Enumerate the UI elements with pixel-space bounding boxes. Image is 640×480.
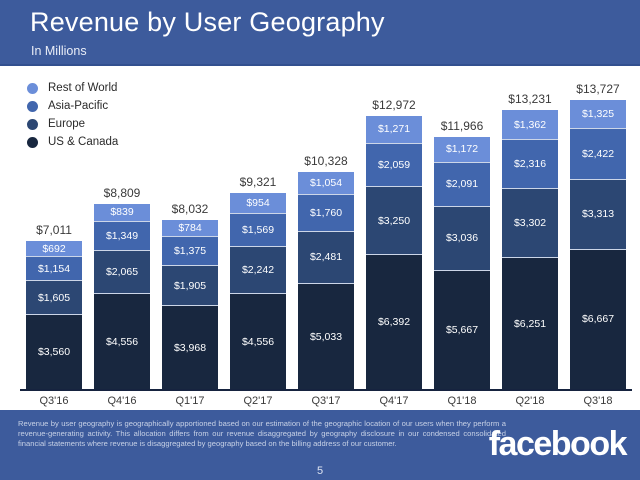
bar-segment-rest-of-world: $1,325 <box>570 100 626 128</box>
stacked-bar: $1,271 $2,059 $3,250 $6,392 <box>366 115 422 389</box>
stacked-bar: $784 $1,375 $1,905 $3,968 <box>162 219 218 389</box>
bar-column-q218: $13,231 $1,362 $2,316 $3,302 $6,251 <box>496 92 564 389</box>
bar-segment-rest-of-world: $692 <box>26 241 82 256</box>
x-axis-tick-label: Q2'18 <box>515 395 545 407</box>
bar-segment-asia-pacific: $1,569 <box>230 212 286 246</box>
bar-column-q417: $12,972 $1,271 $2,059 $3,250 $6,392 <box>360 98 428 389</box>
bar-segment-europe: $2,065 <box>94 249 150 294</box>
bar-column-q217: $9,321 $954 $1,569 $2,242 $4,556 <box>224 175 292 389</box>
stacked-bar: $839 $1,349 $2,065 $4,556 <box>94 203 150 389</box>
bar-segment-asia-pacific: $1,154 <box>26 255 82 281</box>
bar-total-label: $10,328 <box>304 153 348 168</box>
page-number: 5 <box>316 465 324 477</box>
legend-label: US & Canada <box>48 136 119 148</box>
bar-segment-rest-of-world: $839 <box>94 203 150 222</box>
legend-label: Rest of World <box>48 82 118 94</box>
bar-segment-asia-pacific: $2,316 <box>502 139 558 188</box>
legend-dot-icon <box>27 82 38 94</box>
stacked-bar: $692 $1,154 $1,605 $3,560 <box>26 241 82 389</box>
legend-label: Europe <box>48 118 86 130</box>
bar-segment-rest-of-world: $1,362 <box>502 110 558 140</box>
stacked-bar: $1,362 $2,316 $3,302 $6,251 <box>502 110 558 389</box>
bar-total-label: $9,321 <box>239 174 277 189</box>
bar-segment-us---canada: $6,251 <box>502 257 558 389</box>
bar-column-q317: $10,328 $1,054 $1,760 $2,481 $5,033 <box>292 154 360 389</box>
header-banner: Revenue by User Geography In Millions <box>0 0 640 66</box>
bar-segment-asia-pacific: $2,091 <box>434 161 490 206</box>
legend-dot-icon <box>27 100 38 112</box>
legend-label: Asia-Pacific <box>48 100 109 112</box>
x-axis-tick-label: Q3'16 <box>39 395 69 407</box>
bar-column-q117: $8,032 $784 $1,375 $1,905 $3,968 <box>156 202 224 389</box>
bar-segment-asia-pacific: $2,059 <box>366 142 422 187</box>
bar-column-q316: $7,011 $692 $1,154 $1,605 $3,560 <box>20 223 88 389</box>
legend-item: Rest of World <box>27 79 118 97</box>
x-axis-tick-label: Q1'18 <box>447 395 477 407</box>
stacked-bar-chart: $7,011 $692 $1,154 $1,605 $3,560 $8,809 $839 $1… <box>20 82 632 389</box>
bar-column-q416: $8,809 $839 $1,349 $2,065 $4,556 <box>88 186 156 389</box>
bar-segment-europe: $2,481 <box>298 230 354 284</box>
legend-dot-icon <box>27 118 38 130</box>
bar-total-label: $8,032 <box>171 201 209 216</box>
x-axis-line <box>20 389 632 391</box>
bar-total-label: $13,727 <box>576 82 620 97</box>
page-title: Revenue by User Geography <box>30 7 385 37</box>
bar-segment-asia-pacific: $1,349 <box>94 221 150 250</box>
bar-segment-europe: $3,313 <box>570 178 626 249</box>
bar-segment-us---canada: $5,033 <box>298 283 354 389</box>
x-axis-labels: Q3'16 Q4'16 Q1'17 Q2'17 Q3'17 Q4'17 Q1'18 Q2'18… <box>20 395 632 407</box>
bar-segment-rest-of-world: $784 <box>162 219 218 237</box>
bar-segment-europe: $3,036 <box>434 205 490 270</box>
bar-segment-us---canada: $6,667 <box>570 248 626 389</box>
stacked-bar: $1,172 $2,091 $3,036 $5,667 <box>434 137 490 389</box>
bar-total-label: $13,231 <box>508 92 552 107</box>
bar-segment-europe: $3,302 <box>502 187 558 258</box>
bar-segment-europe: $2,242 <box>230 245 286 294</box>
bar-segment-rest-of-world: $1,054 <box>298 171 354 194</box>
x-axis-tick-label: Q4'17 <box>379 395 409 407</box>
page-subtitle: In Millions <box>31 44 87 58</box>
bar-total-label: $8,809 <box>103 185 141 200</box>
footnote-text: Revenue by user geography is geographica… <box>18 419 506 448</box>
bar-column-q118: $11,966 $1,172 $2,091 $3,036 $5,667 <box>428 119 496 389</box>
stacked-bar: $1,054 $1,760 $2,481 $5,033 <box>298 171 354 389</box>
x-axis-tick-label: Q4'16 <box>107 395 137 407</box>
bar-segment-europe: $1,905 <box>162 265 218 306</box>
bar-segment-rest-of-world: $1,172 <box>434 137 490 162</box>
x-axis-tick-label: Q1'17 <box>175 395 205 407</box>
legend-item: Asia-Pacific <box>27 97 118 115</box>
legend-dot-icon <box>27 136 38 148</box>
chart-legend: Rest of World Asia-Pacific Europe US & Cana… <box>27 79 118 151</box>
bar-total-label: $12,972 <box>372 97 416 112</box>
bar-segment-us---canada: $3,560 <box>26 314 82 389</box>
bar-segment-asia-pacific: $1,760 <box>298 193 354 231</box>
bar-segment-rest-of-world: $1,271 <box>366 115 422 143</box>
facebook-logo: facebook <box>488 425 628 463</box>
footer-banner: Revenue by user geography is geographica… <box>0 410 640 480</box>
bar-segment-us---canada: $5,667 <box>434 269 490 389</box>
bar-segment-us---canada: $6,392 <box>366 254 422 389</box>
bar-total-label: $11,966 <box>440 119 484 134</box>
bar-segment-europe: $3,250 <box>366 186 422 255</box>
stacked-bar: $954 $1,569 $2,242 $4,556 <box>230 192 286 389</box>
legend-item: Europe <box>27 115 118 133</box>
bar-total-label: $7,011 <box>36 223 72 238</box>
bar-segment-europe: $1,605 <box>26 280 82 315</box>
x-axis-tick-label: Q3'17 <box>311 395 341 407</box>
bar-segment-us---canada: $3,968 <box>162 305 218 389</box>
bar-segment-us---canada: $4,556 <box>94 293 150 389</box>
bar-column-q318: $13,727 $1,325 $2,422 $3,313 $6,667 <box>564 82 632 389</box>
legend-item: US & Canada <box>27 133 118 151</box>
x-axis-tick-label: Q3'18 <box>583 395 613 407</box>
bar-segment-rest-of-world: $954 <box>230 192 286 213</box>
bar-segment-asia-pacific: $1,375 <box>162 236 218 266</box>
bar-segment-us---canada: $4,556 <box>230 293 286 389</box>
x-axis-tick-label: Q2'17 <box>243 395 273 407</box>
bar-segment-asia-pacific: $2,422 <box>570 127 626 179</box>
stacked-bar: $1,325 $2,422 $3,313 $6,667 <box>570 100 626 389</box>
